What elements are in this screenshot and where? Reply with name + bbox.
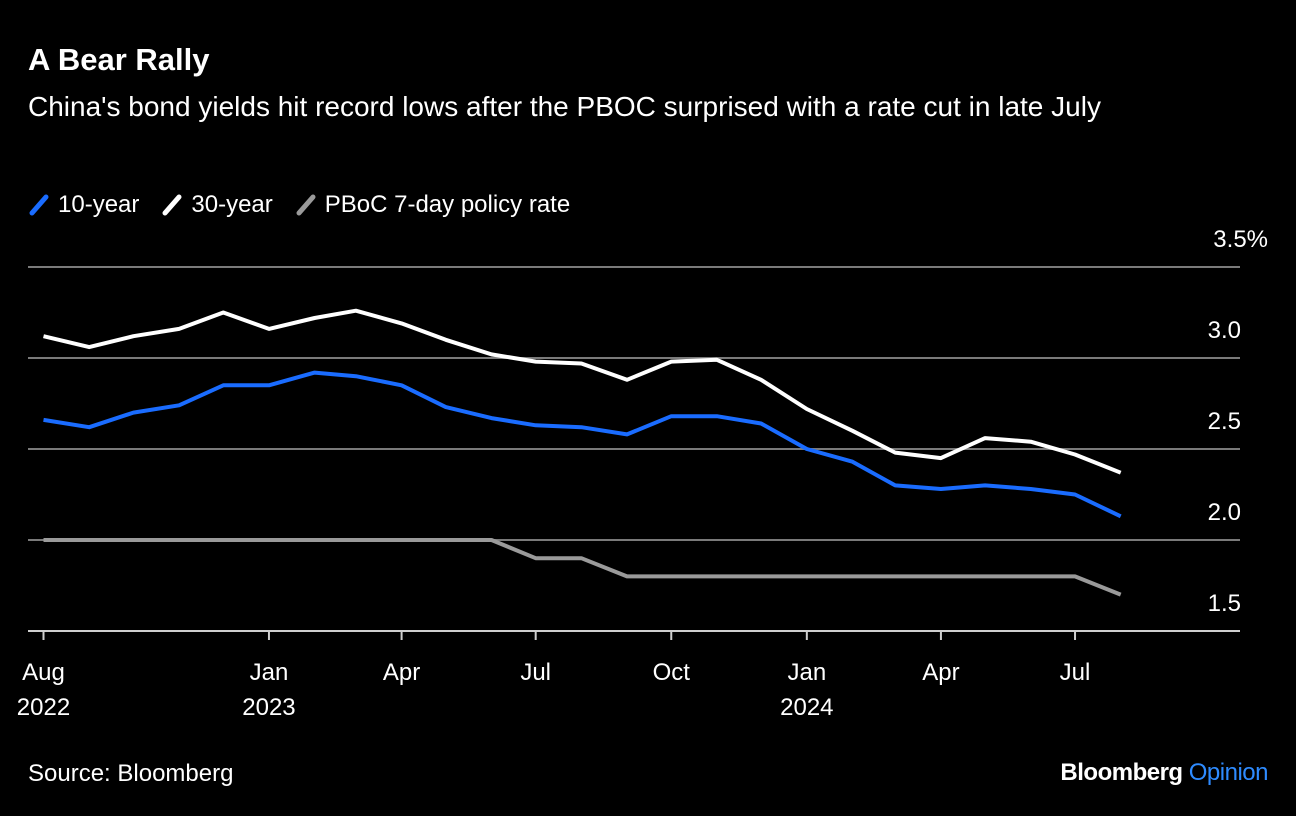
series-line <box>43 538 1122 597</box>
legend-swatch <box>29 194 49 216</box>
y-tick-label: 2.5 <box>1208 408 1241 435</box>
legend-swatch <box>296 194 316 216</box>
y-tick-label: 1.5 <box>1208 590 1241 617</box>
legend-swatch <box>162 194 182 216</box>
legend-item: 30-year <box>161 191 273 219</box>
chart-title: A Bear Rally <box>28 42 210 77</box>
legend-label: 10-year <box>58 191 140 218</box>
legend-label: 30-year <box>191 191 273 218</box>
series-line <box>43 370 1122 519</box>
x-tick-year: 2024 <box>780 694 833 721</box>
legend-item: PBoC 7-day policy rate <box>295 191 570 219</box>
x-tick-label: Apr <box>383 659 420 686</box>
legend-swatch-line <box>296 194 316 216</box>
x-tick-label: Jul <box>520 659 551 686</box>
brand: Bloomberg Opinion <box>1060 759 1268 787</box>
legend-swatch-line <box>162 194 182 216</box>
brand-name: Bloomberg <box>1060 759 1183 786</box>
chart-subtitle: China's bond yields hit record lows afte… <box>28 91 1101 122</box>
legend-label: PBoC 7-day policy rate <box>324 191 571 218</box>
source-note: Source: Bloomberg <box>28 760 234 787</box>
y-tick-label: 2.0 <box>1208 499 1241 526</box>
x-tick-year: 2023 <box>242 694 295 721</box>
legend-swatch-line <box>29 194 49 216</box>
x-tick-label: Jan <box>250 659 289 686</box>
y-tick-label: 3.0 <box>1208 317 1241 344</box>
x-tick-label: Jan <box>787 659 826 686</box>
x-tick-label: Jul <box>1060 659 1091 686</box>
x-tick-label: Oct <box>653 659 691 686</box>
legend-item: 10-year <box>28 191 139 219</box>
brand-sub: Opinion <box>1188 759 1269 786</box>
series-line <box>43 308 1122 475</box>
x-tick-label: Apr <box>922 659 959 686</box>
y-tick-label: 3.5% <box>1213 226 1268 253</box>
x-tick-year: 2022 <box>17 694 70 721</box>
legend: 10-year 30-year PBoC 7-day policy rate <box>28 191 570 219</box>
x-tick-label: Aug <box>22 659 65 686</box>
